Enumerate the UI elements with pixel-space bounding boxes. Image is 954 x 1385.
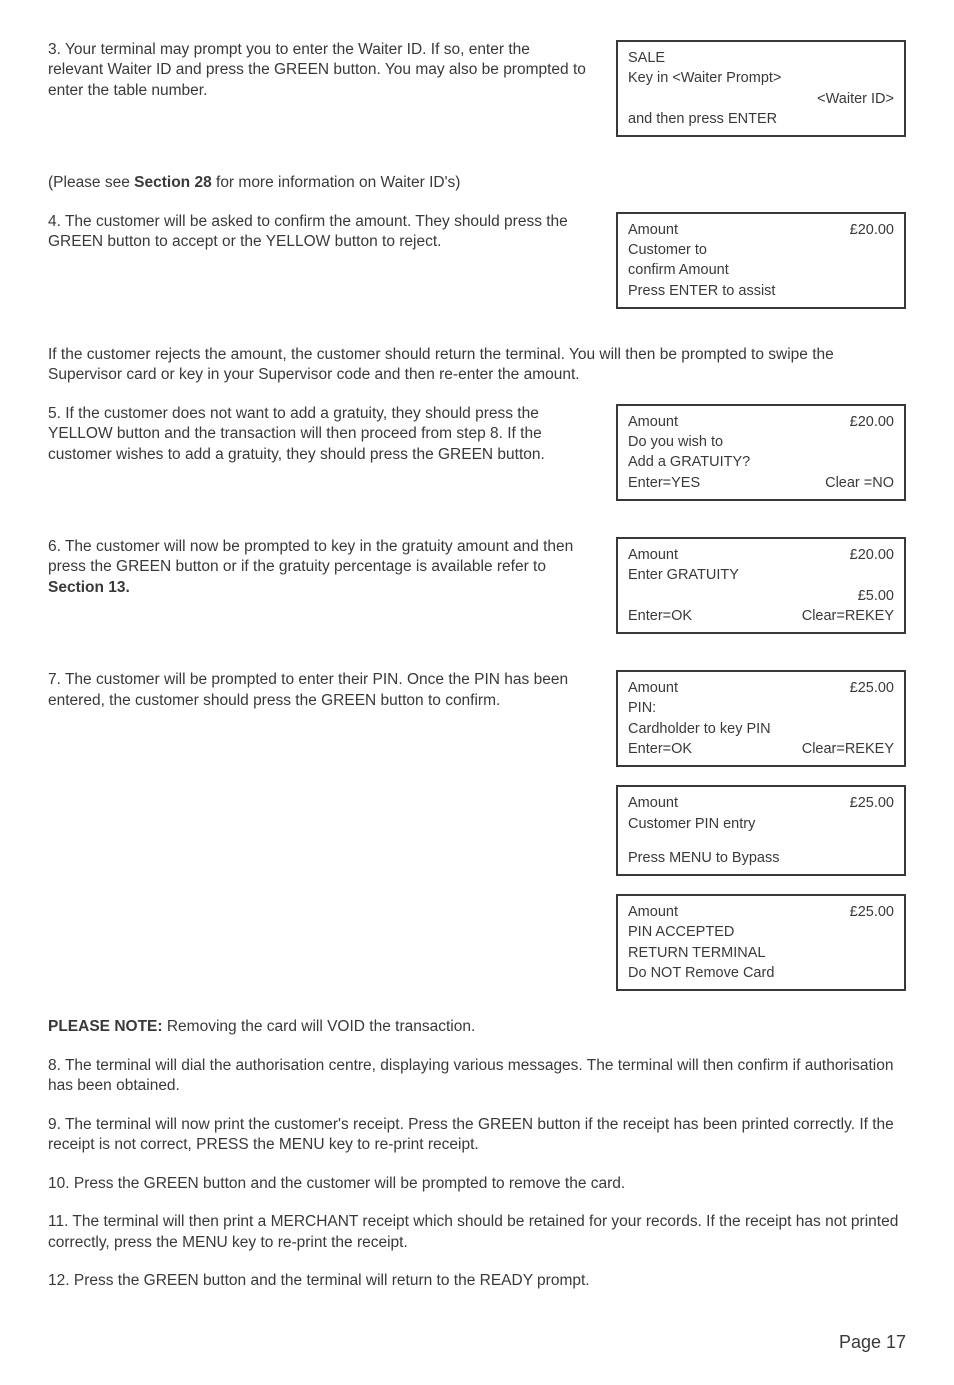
step3-note-suffix: for more information on Waiter ID's) — [212, 174, 461, 191]
box7-l3: RETURN TERMINAL — [628, 943, 894, 963]
box2-l3: confirm Amount — [628, 260, 894, 280]
box3-l4-right: Clear =NO — [825, 473, 894, 493]
box3-l3: Add a GRATUITY? — [628, 452, 894, 472]
step12-text: 12. Press the GREEN button and the termi… — [48, 1271, 906, 1291]
box4-l3: £5.00 — [628, 586, 894, 606]
box5-amount-label: Amount — [628, 678, 678, 698]
box7-l4: Do NOT Remove Card — [628, 963, 894, 983]
step6-text: 6. The customer will now be prompted to … — [48, 537, 588, 598]
box2-amount-value: £20.00 — [850, 220, 894, 240]
step6-prefix: 6. The customer will now be prompted to … — [48, 538, 573, 575]
terminal-box-gratuity-prompt: Amount £20.00 Do you wish to Add a GRATU… — [616, 404, 906, 501]
terminal-box-customer-pin: Amount £25.00 Customer PIN entry Press M… — [616, 785, 906, 876]
box5-l3: Cardholder to key PIN — [628, 719, 894, 739]
box7-amount-value: £25.00 — [850, 902, 894, 922]
box1-l1: SALE — [628, 48, 894, 68]
step3-text: 3. Your terminal may prompt you to enter… — [48, 40, 588, 101]
step7-text: 7. The customer will be prompted to ente… — [48, 670, 588, 711]
step3-note-bold: Section 28 — [134, 174, 212, 191]
box7-amount-label: Amount — [628, 902, 678, 922]
step3-note-prefix: (Please see — [48, 174, 134, 191]
page-footer: Page 17 — [48, 1331, 906, 1355]
step3-note: (Please see Section 28 for more informat… — [48, 173, 906, 193]
box7-l2: PIN ACCEPTED — [628, 922, 894, 942]
terminal-box-pin-entry: Amount £25.00 PIN: Cardholder to key PIN… — [616, 670, 906, 767]
terminal-box-confirm: Amount £20.00 Customer to confirm Amount… — [616, 212, 906, 309]
step5-text: 5. If the customer does not want to add … — [48, 404, 588, 465]
step10-text: 10. Press the GREEN button and the custo… — [48, 1174, 906, 1194]
step11-text: 11. The terminal will then print a MERCH… — [48, 1212, 906, 1253]
please-note-label: PLEASE NOTE: — [48, 1018, 163, 1035]
box6-amount-value: £25.00 — [850, 793, 894, 813]
box4-amount-label: Amount — [628, 545, 678, 565]
reject-paragraph: If the customer rejects the amount, the … — [48, 345, 906, 386]
box6-amount-label: Amount — [628, 793, 678, 813]
box1-l3: <Waiter ID> — [628, 89, 894, 109]
box2-l4: Press ENTER to assist — [628, 281, 894, 301]
box4-l4-left: Enter=OK — [628, 606, 692, 626]
box1-l4: and then press ENTER — [628, 109, 894, 129]
box5-l4-right: Clear=REKEY — [802, 739, 894, 759]
box6-l3: Press MENU to Bypass — [628, 848, 894, 868]
step8-text: 8. The terminal will dial the authorisat… — [48, 1056, 906, 1097]
please-note-text: Removing the card will VOID the transact… — [163, 1018, 476, 1035]
box5-l2: PIN: — [628, 698, 894, 718]
step6-bold: Section 13. — [48, 579, 130, 596]
box3-amount-label: Amount — [628, 412, 678, 432]
box3-l4-left: Enter=YES — [628, 473, 700, 493]
box2-l2: Customer to — [628, 240, 894, 260]
box5-amount-value: £25.00 — [850, 678, 894, 698]
terminal-box-waiter: SALE Key in <Waiter Prompt> <Waiter ID> … — [616, 40, 906, 137]
box4-l4-right: Clear=REKEY — [802, 606, 894, 626]
step9-text: 9. The terminal will now print the custo… — [48, 1115, 906, 1156]
please-note: PLEASE NOTE: Removing the card will VOID… — [48, 1017, 906, 1037]
box4-amount-value: £20.00 — [850, 545, 894, 565]
terminal-box-pin-accepted: Amount £25.00 PIN ACCEPTED RETURN TERMIN… — [616, 894, 906, 991]
spacer — [628, 834, 894, 848]
box1-l2: Key in <Waiter Prompt> — [628, 68, 894, 88]
box5-l4-left: Enter=OK — [628, 739, 692, 759]
box3-amount-value: £20.00 — [850, 412, 894, 432]
box6-l2: Customer PIN entry — [628, 814, 894, 834]
box2-amount-label: Amount — [628, 220, 678, 240]
terminal-box-gratuity-entry: Amount £20.00 Enter GRATUITY £5.00 Enter… — [616, 537, 906, 634]
box3-l2: Do you wish to — [628, 432, 894, 452]
box4-l2: Enter GRATUITY — [628, 565, 894, 585]
step4-text: 4. The customer will be asked to confirm… — [48, 212, 588, 253]
